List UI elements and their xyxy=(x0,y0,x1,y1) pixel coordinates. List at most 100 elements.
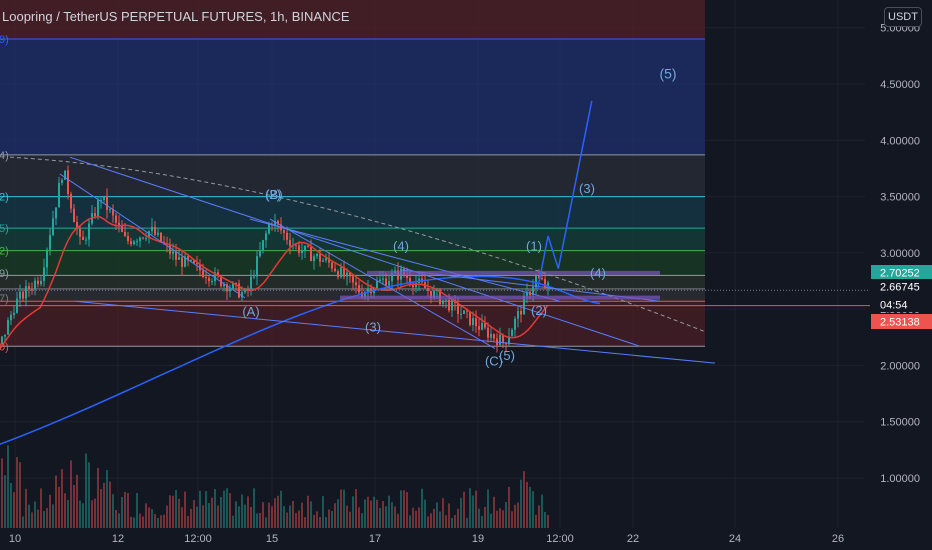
currency-badge[interactable]: USDT xyxy=(884,7,922,27)
candle-body xyxy=(358,285,360,293)
candle-body xyxy=(430,290,432,299)
wave-label: (B) xyxy=(265,187,282,202)
volume-bar xyxy=(397,513,399,528)
trendline xyxy=(59,173,246,299)
volume-bar xyxy=(400,490,402,528)
volume-bar xyxy=(199,490,201,528)
volume-bar xyxy=(271,506,273,528)
volume-bar xyxy=(418,507,420,528)
wave-label: (5) xyxy=(659,65,676,81)
candle-body xyxy=(352,276,354,283)
volume-bar xyxy=(340,489,342,528)
candle-body xyxy=(205,276,207,278)
volume-bar xyxy=(499,508,501,528)
price-tag: 2.70252 xyxy=(871,265,932,280)
volume-bar xyxy=(283,506,285,528)
price-tag: 2.53138 xyxy=(871,314,932,329)
volume-bar xyxy=(373,496,375,528)
volume-bar xyxy=(433,508,435,528)
candle-body xyxy=(37,280,39,285)
candle-body xyxy=(514,318,516,330)
volume-bar xyxy=(448,503,450,528)
volume-bar xyxy=(466,517,468,528)
wave-label: (2) xyxy=(531,303,547,318)
time-tick-label: 12 xyxy=(112,533,124,545)
left-edge-labels: 9) 4) 2) 5) 2) 9) 7) 0) xyxy=(0,34,9,353)
volume-bar xyxy=(520,479,522,528)
candle-body xyxy=(172,251,174,254)
candle-body xyxy=(319,253,321,262)
candle-body xyxy=(46,249,48,268)
wave-label: (C) xyxy=(485,353,503,368)
volume-bar xyxy=(310,501,312,528)
volume-bar xyxy=(538,505,540,528)
candle-body xyxy=(367,288,369,293)
left-edge-label: 5) xyxy=(0,223,9,235)
candle-body xyxy=(184,256,186,267)
time-tick-label: 24 xyxy=(729,533,741,545)
volume-bar xyxy=(472,495,474,528)
volume-bar xyxy=(367,496,369,528)
projection-path xyxy=(536,100,593,290)
wave-label: (4) xyxy=(393,239,409,254)
candle-body xyxy=(478,326,480,330)
volume-bar xyxy=(532,491,534,528)
candle-body xyxy=(379,279,381,282)
candle-body xyxy=(124,231,126,236)
candle-body xyxy=(238,283,240,298)
candle-body xyxy=(58,182,60,208)
volume-bar xyxy=(430,513,432,528)
candle-body xyxy=(73,208,75,223)
volume-bar xyxy=(109,481,111,528)
volume-bar xyxy=(292,500,294,528)
candle-body xyxy=(145,238,147,240)
volume-bar xyxy=(52,504,54,528)
time-tick-label: 12:00 xyxy=(546,533,574,545)
time-axis[interactable]: 10 12 12:00 15 17 19 12:00 22 24 26 xyxy=(9,533,844,545)
price-axis[interactable]: 1.000001.500002.000002.500003.000003.500… xyxy=(880,23,920,485)
volume-bar xyxy=(229,493,231,528)
candle-body xyxy=(457,302,459,314)
candle-body xyxy=(427,288,429,291)
volume-bar xyxy=(334,503,336,528)
volume-bar xyxy=(259,512,261,528)
left-edge-label: 9) xyxy=(0,34,9,46)
volume-bar xyxy=(187,515,189,528)
candle-body xyxy=(364,292,366,298)
volume-bar xyxy=(4,475,6,528)
candle-body xyxy=(70,194,72,209)
candle-body xyxy=(397,270,399,280)
volume-bar xyxy=(208,503,210,528)
volume-bar xyxy=(403,490,405,528)
volume-bar xyxy=(364,499,366,528)
volume-bar xyxy=(16,457,18,528)
left-edge-label: 7) xyxy=(0,293,9,305)
candle-body xyxy=(334,268,336,272)
candle-body xyxy=(130,241,132,245)
volume-bar xyxy=(121,497,123,528)
volume-bar xyxy=(328,509,330,528)
candle-body xyxy=(226,284,228,292)
candle-body xyxy=(118,222,120,226)
volume-bar xyxy=(196,506,198,528)
volume-bar xyxy=(76,474,78,528)
price-tag-bg xyxy=(871,297,932,312)
volume-bar xyxy=(265,517,267,528)
candle-body xyxy=(79,228,81,237)
candle-body xyxy=(466,310,468,312)
volume-bar xyxy=(376,499,378,528)
candle-body xyxy=(433,290,435,299)
candle-body xyxy=(250,276,252,290)
volume-bar xyxy=(352,496,354,528)
volume-bar xyxy=(142,516,144,528)
elliott-projection[interactable] xyxy=(536,100,593,290)
candle-body xyxy=(313,256,315,262)
candle-body xyxy=(67,170,69,195)
candle-body xyxy=(256,256,258,277)
volume-bar xyxy=(544,511,546,528)
candle-body xyxy=(331,262,333,269)
volume-bar xyxy=(469,488,471,528)
candle-body xyxy=(25,286,27,299)
volume-bar xyxy=(535,514,537,528)
